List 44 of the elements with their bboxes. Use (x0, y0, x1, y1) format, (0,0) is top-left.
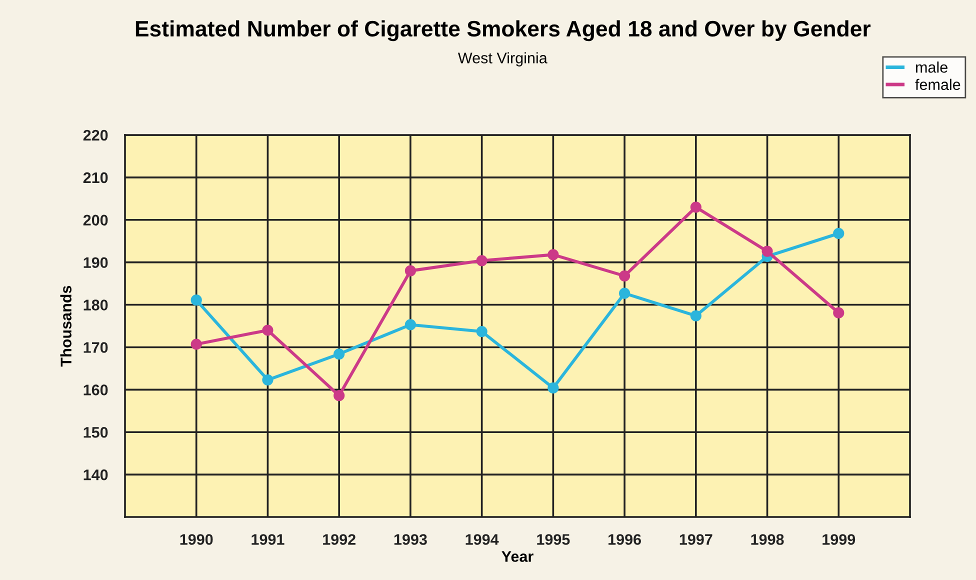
point (548, 249, 559, 260)
y-tick-label: 180 (84, 300, 108, 310)
x-tick-label: 1996 (608, 534, 641, 545)
y-tick-label: 140 (84, 469, 108, 480)
point (262, 374, 274, 386)
point (690, 310, 702, 322)
legend-label: male (916, 62, 948, 73)
point (190, 294, 202, 306)
x-tick-label: 1999 (822, 534, 856, 545)
legend-label: female (915, 78, 960, 90)
y-axis-title: Thousands (60, 286, 72, 367)
y-tick-label: 220 (83, 130, 108, 141)
y-tick-label: 150 (84, 426, 108, 438)
y-tick-label: 160 (84, 384, 108, 396)
point (334, 348, 345, 360)
point (404, 319, 416, 330)
point (833, 228, 844, 240)
point (190, 338, 202, 350)
y-tick-label: 170 (84, 342, 108, 353)
x-tick-label: 1997 (680, 534, 712, 545)
point (334, 390, 345, 402)
x-tick-label: 1991 (252, 534, 284, 545)
x-tick-label: 1993 (394, 534, 427, 545)
x-tick-label: 1998 (751, 534, 784, 545)
x-tick-label: 1992 (323, 534, 356, 545)
x-tick-label: 1990 (180, 534, 213, 545)
chart-subtitle: West Virginia (458, 52, 548, 66)
point (404, 265, 416, 276)
point (833, 307, 844, 318)
chart-title: Estimated Number of Cigarette Smokers Aged 18 and Over by Gender (136, 20, 871, 42)
point (762, 246, 773, 257)
point (476, 326, 488, 338)
point (476, 255, 488, 266)
x-tick-label: 1995 (537, 534, 570, 545)
point (618, 288, 630, 299)
point (618, 270, 630, 282)
point (548, 382, 559, 394)
y-tick-label: 210 (83, 172, 108, 184)
x-tick-label: 1994 (466, 534, 499, 545)
point (690, 202, 702, 213)
y-tick-label: 190 (84, 257, 108, 268)
x-axis-title: Year (502, 551, 534, 562)
point (262, 324, 274, 336)
y-tick-label: 200 (83, 214, 108, 226)
